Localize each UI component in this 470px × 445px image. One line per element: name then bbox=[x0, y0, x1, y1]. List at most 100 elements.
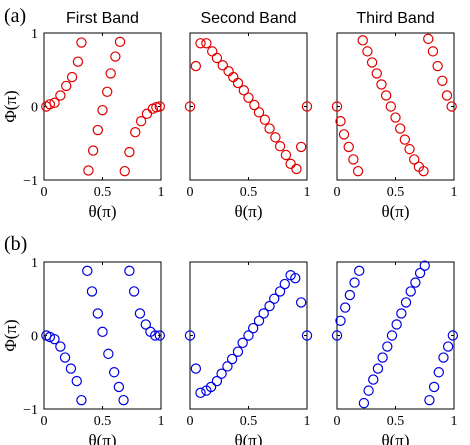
data-point bbox=[433, 367, 444, 378]
data-point bbox=[331, 101, 343, 112]
data-point bbox=[280, 149, 292, 161]
data-point bbox=[394, 123, 406, 134]
y-tick-label: 1 bbox=[31, 27, 38, 42]
data-point bbox=[119, 165, 130, 177]
data-point bbox=[92, 308, 104, 319]
data-point bbox=[226, 353, 238, 365]
data-point bbox=[59, 352, 71, 363]
data-point bbox=[291, 163, 302, 175]
plot-frame bbox=[43, 32, 162, 181]
data-point bbox=[301, 330, 313, 341]
x-tick-label: 1 bbox=[158, 185, 165, 200]
data-point bbox=[118, 394, 129, 406]
data-point bbox=[114, 36, 126, 48]
data-point bbox=[285, 158, 296, 170]
scatter-panel-4: 0 0.5 110−1θ(π)Φ(π) bbox=[1, 256, 166, 445]
scatter-panel-2: 0 0.5 1 Second Band θ(π) bbox=[184, 10, 313, 221]
data-point bbox=[195, 387, 206, 399]
data-point bbox=[295, 297, 307, 308]
data-point bbox=[249, 99, 260, 111]
data-point bbox=[447, 330, 459, 341]
data-point bbox=[343, 141, 354, 153]
data-point bbox=[396, 308, 407, 319]
data-point bbox=[44, 99, 56, 110]
data-point bbox=[154, 101, 166, 112]
data-point bbox=[201, 38, 212, 49]
chart-title: First Band bbox=[66, 10, 139, 27]
data-point bbox=[331, 330, 343, 341]
x-axis-label: θ(π) bbox=[381, 202, 409, 221]
data-point bbox=[113, 381, 125, 393]
data-point bbox=[205, 381, 217, 393]
data-point bbox=[253, 107, 265, 118]
data-point bbox=[348, 154, 359, 165]
data-point bbox=[274, 286, 286, 297]
data-point bbox=[141, 108, 153, 120]
data-point bbox=[87, 145, 99, 156]
data-point bbox=[140, 319, 151, 330]
data-point bbox=[382, 341, 393, 352]
x-tick-label: 0.5 bbox=[387, 185, 405, 200]
data-point bbox=[258, 308, 269, 319]
y-tick-label: 1 bbox=[31, 256, 38, 271]
panel-label-b: (b) bbox=[4, 233, 27, 255]
data-point bbox=[442, 341, 454, 352]
data-point bbox=[270, 132, 281, 143]
data-point bbox=[237, 337, 248, 349]
data-point bbox=[410, 277, 421, 288]
data-point bbox=[216, 368, 227, 379]
data-point bbox=[253, 315, 265, 326]
data-point bbox=[428, 381, 440, 393]
data-point bbox=[372, 363, 384, 374]
data-point bbox=[385, 101, 397, 112]
data-point bbox=[86, 286, 98, 297]
x-tick-label: 0.5 bbox=[387, 414, 405, 429]
data-point bbox=[419, 260, 430, 271]
plot-frame bbox=[43, 261, 162, 410]
x-tick-label: 1 bbox=[158, 414, 165, 429]
data-point bbox=[238, 85, 250, 96]
data-point bbox=[76, 37, 87, 48]
x-axis-label: θ(π) bbox=[234, 431, 262, 445]
data-point bbox=[243, 330, 254, 341]
data-point bbox=[228, 71, 239, 83]
data-point bbox=[61, 80, 72, 92]
x-tick-label: 0 bbox=[334, 185, 341, 200]
data-point bbox=[134, 308, 146, 319]
data-point bbox=[184, 330, 196, 341]
x-tick-label: 0 bbox=[187, 185, 194, 200]
x-tick-label: 0 bbox=[41, 185, 48, 200]
data-point bbox=[55, 341, 66, 352]
data-point bbox=[352, 165, 364, 177]
data-point bbox=[151, 102, 162, 113]
data-point bbox=[217, 60, 228, 71]
data-point bbox=[274, 140, 286, 152]
data-point bbox=[279, 278, 290, 290]
data-point bbox=[338, 129, 350, 140]
data-point bbox=[399, 134, 411, 145]
data-point bbox=[232, 77, 244, 89]
data-point bbox=[446, 101, 457, 112]
data-point bbox=[269, 293, 280, 304]
x-tick-label: 0.5 bbox=[94, 414, 112, 429]
data-point bbox=[103, 348, 114, 360]
data-point bbox=[366, 57, 378, 68]
data-point bbox=[71, 375, 82, 387]
data-point bbox=[368, 374, 379, 385]
x-tick-label: 1 bbox=[304, 185, 311, 200]
data-point bbox=[357, 35, 368, 46]
data-point bbox=[243, 92, 254, 103]
data-point bbox=[358, 397, 370, 409]
data-point bbox=[92, 124, 104, 136]
data-point bbox=[290, 272, 301, 284]
y-tick-label: −1 bbox=[23, 174, 38, 189]
data-point bbox=[97, 326, 108, 338]
data-point bbox=[259, 114, 271, 125]
data-point bbox=[130, 127, 141, 138]
data-point bbox=[76, 394, 87, 406]
data-point bbox=[390, 112, 401, 123]
data-point bbox=[354, 265, 365, 277]
data-point bbox=[427, 46, 439, 57]
x-axis-label: θ(π) bbox=[88, 431, 116, 445]
